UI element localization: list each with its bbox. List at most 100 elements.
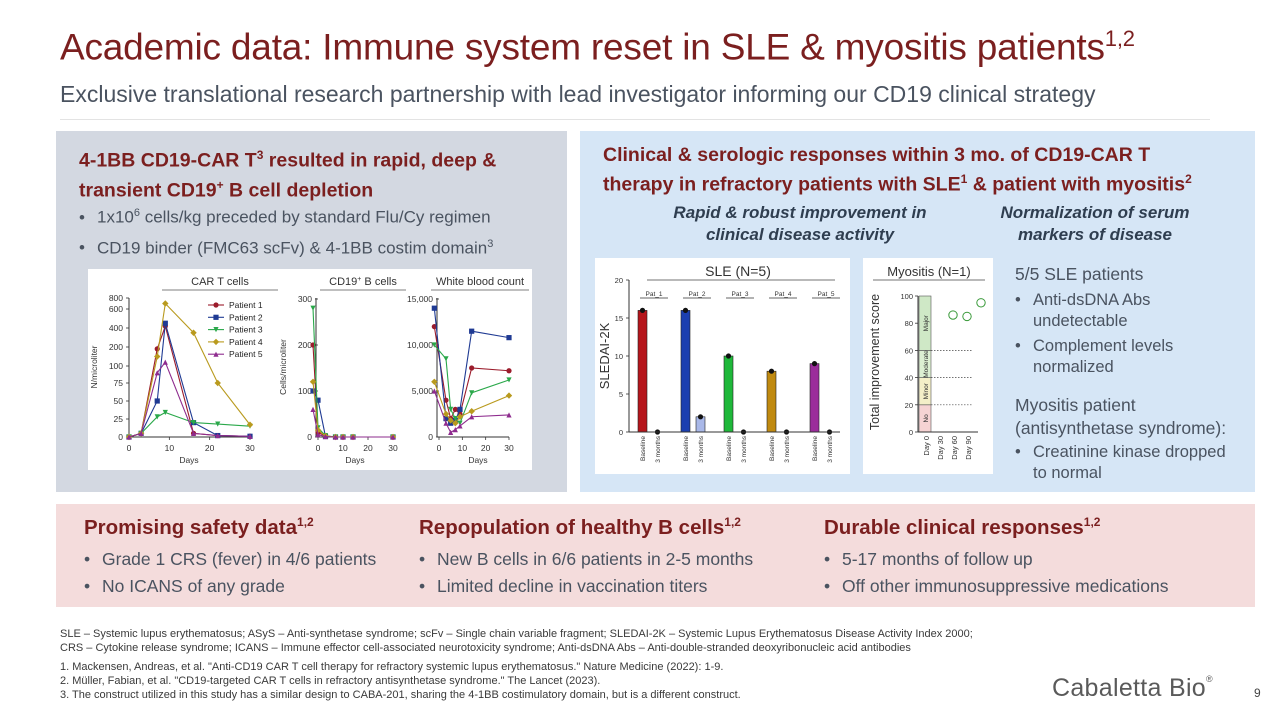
data-point xyxy=(162,320,168,326)
series-group xyxy=(431,305,513,435)
chart-title: White blood count xyxy=(436,276,524,288)
list-item: 1x106 cells/kg preceded by standard Flu/… xyxy=(79,200,493,231)
x-axis-label: Days xyxy=(468,455,487,465)
series-group xyxy=(125,300,254,441)
bar-category-label: Baseline xyxy=(726,436,733,461)
patient-groups: Pat_1 Baseline 3 months Pat_2 Baseline 3 mont… xyxy=(629,291,840,463)
abbreviations-line-1: SLE – Systemic lupus erythematosus; ASyS… xyxy=(60,628,973,640)
zone-band xyxy=(918,295,932,351)
data-point xyxy=(457,423,463,429)
bar-category-label: 3 months xyxy=(741,435,748,462)
y-tick-label: 25 xyxy=(114,414,124,424)
data-point xyxy=(468,408,475,415)
data-point xyxy=(315,432,321,438)
abbreviations-line-2: CRS – Cytokine release syndrome; ICANS –… xyxy=(60,642,911,654)
y-tick-label: 200 xyxy=(298,340,312,350)
bar-category-label: 3 months xyxy=(827,435,834,462)
right-panel-heading: Clinical & serologic responses within 3 … xyxy=(603,144,1192,196)
data-point xyxy=(309,378,317,385)
data-point xyxy=(443,420,449,426)
data-point xyxy=(332,434,339,440)
group-label: Pat_2 xyxy=(689,291,706,298)
data-point xyxy=(310,406,316,412)
y-tick-label: 80 xyxy=(905,319,913,328)
y-tick-label: 20 xyxy=(905,401,913,410)
page-title: Academic data: Immune system reset in SL… xyxy=(60,26,1135,68)
data-point xyxy=(213,327,219,333)
bar-point xyxy=(768,368,775,374)
y-axis-label: Cells/microliter xyxy=(278,339,288,395)
list-item: No ICANS of any grade xyxy=(84,573,376,600)
repopulation-heading: Repopulation of healthy B cells1,2 xyxy=(419,515,741,539)
bar-point xyxy=(697,414,704,420)
data-point xyxy=(162,409,168,416)
y-axis-label: N/microliter xyxy=(89,345,99,388)
data-point xyxy=(506,412,512,418)
data-point xyxy=(457,406,463,412)
y-tick-label: 15,000 xyxy=(407,294,433,304)
data-point xyxy=(448,429,454,435)
y-tick-label: 5 xyxy=(619,390,623,399)
data-point xyxy=(247,433,253,439)
data-point xyxy=(443,356,449,362)
bar-point xyxy=(811,361,818,367)
data-point xyxy=(431,342,437,348)
series-group xyxy=(309,305,397,441)
reference-2: 2. Müller, Fabian, et al. "CD19-targeted… xyxy=(60,675,601,687)
x-tick-label: Day 60 xyxy=(950,436,959,460)
data-point xyxy=(190,420,197,426)
zone-label: Major xyxy=(923,314,930,331)
data-point xyxy=(310,388,316,394)
data-point xyxy=(448,406,454,412)
y-tick-label: 20 xyxy=(615,276,623,285)
data-point xyxy=(447,417,454,424)
myositis-chart: Myositis (N=1) Total improvement score N… xyxy=(863,258,993,474)
data-point xyxy=(390,434,396,440)
data-point xyxy=(506,377,512,383)
bar xyxy=(637,310,648,433)
reference-3: 3. The construct utilized in this study … xyxy=(60,689,741,701)
data-point xyxy=(452,427,458,433)
y-tick-label: 200 xyxy=(109,342,123,352)
zone-label: No xyxy=(923,414,930,423)
myositis-chart-svg: Myositis (N=1) Total improvement score N… xyxy=(868,264,986,460)
bar-category-label: Baseline xyxy=(812,436,819,461)
data-point xyxy=(469,414,475,420)
data-point xyxy=(443,416,449,422)
sle-chart-svg: SLE (N=5) 0 5 10 15 20 SLEDAI-2K Pat_1 Baseli… xyxy=(597,263,840,463)
y-tick-label: 800 xyxy=(109,293,123,303)
chart-title: Myositis (N=1) xyxy=(887,264,970,279)
data-point xyxy=(506,335,512,341)
data-point xyxy=(212,338,220,346)
data-point xyxy=(190,430,197,436)
bar-point xyxy=(725,353,732,359)
x-tick-label: 30 xyxy=(388,443,398,453)
durable-responses-bullets: 5-17 months of follow up Off other immun… xyxy=(824,546,1169,599)
data-point xyxy=(976,298,986,308)
data-point xyxy=(214,379,221,387)
data-point xyxy=(138,430,144,436)
group-label: Pat_4 xyxy=(775,291,792,298)
myositis-patient-heading: Myositis patient (antisynthetase syndrome… xyxy=(1015,395,1227,438)
y-tick-label: 0 xyxy=(307,432,312,442)
bar-category-label: Baseline xyxy=(769,436,776,461)
data-point xyxy=(190,329,197,336)
legend-label: Patient 4 xyxy=(229,337,263,347)
data-point xyxy=(126,434,132,440)
bar xyxy=(809,363,820,433)
chart-title: SLE (N=5) xyxy=(705,263,771,279)
data-point xyxy=(154,414,160,420)
data-point xyxy=(457,420,463,426)
x-tick-label: 0 xyxy=(437,443,442,453)
data-point xyxy=(322,433,329,440)
y-ticks: 0 20 40 60 80 100 xyxy=(900,292,918,437)
y-tick-label: 400 xyxy=(109,323,123,333)
x-tick-label: 20 xyxy=(205,443,215,453)
data-point xyxy=(350,434,356,440)
data-point xyxy=(452,406,458,412)
